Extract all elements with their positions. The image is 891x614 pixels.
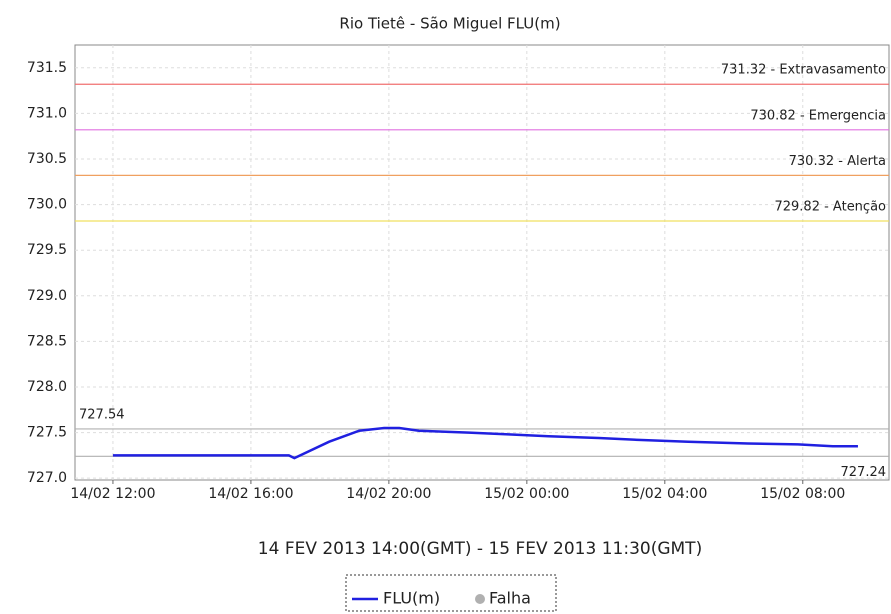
data-line xyxy=(112,426,858,460)
x-tick-label: 14/02 16:00 xyxy=(208,486,293,502)
x-axis-title: 14 FEV 2013 14:00(GMT) - 15 FEV 2013 11:… xyxy=(258,539,702,559)
reference-label: 731.32 - Extravasamento xyxy=(721,63,886,78)
legend-swatch xyxy=(475,594,485,604)
reference-label: 730.32 - Alerta xyxy=(789,154,886,169)
y-tick-label: 730.0 xyxy=(27,197,67,213)
y-tick-label: 730.5 xyxy=(27,151,67,167)
y-tick-label: 731.5 xyxy=(27,60,67,76)
y-tick-label: 728.0 xyxy=(27,379,67,395)
legend-label: Falha xyxy=(489,589,531,608)
y-tick-label: 729.0 xyxy=(27,288,67,304)
reference-label: 727.24 xyxy=(841,465,887,480)
chart-title: Rio Tietê - São Miguel FLU(m) xyxy=(339,15,560,33)
y-tick-label: 728.5 xyxy=(27,333,67,349)
x-tick-label: 15/02 04:00 xyxy=(622,486,707,502)
reference-label: 727.54 xyxy=(79,407,125,422)
x-tick-label: 14/02 12:00 xyxy=(70,486,155,502)
plot-area xyxy=(74,44,890,481)
legend-label: FLU(m) xyxy=(383,589,440,608)
reference-label: 730.82 - Emergencia xyxy=(750,108,886,123)
reference-label: 729.82 - Atenção xyxy=(774,200,886,215)
legend-box xyxy=(345,574,557,612)
x-tick-label: 15/02 08:00 xyxy=(760,486,845,502)
y-tick-label: 731.0 xyxy=(27,105,67,121)
y-tick-label: 727.0 xyxy=(27,470,67,486)
y-tick-label: 729.5 xyxy=(27,242,67,258)
x-tick-label: 15/02 00:00 xyxy=(484,486,569,502)
y-tick-label: 727.5 xyxy=(27,425,67,441)
x-tick-label: 14/02 20:00 xyxy=(346,486,431,502)
